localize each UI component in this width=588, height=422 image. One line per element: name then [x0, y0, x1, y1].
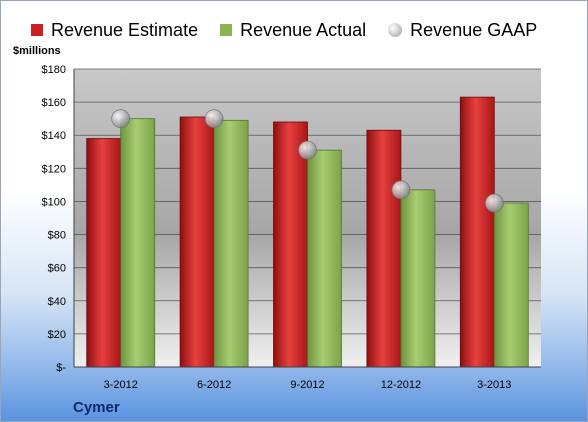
y-tick-label-8: $160 — [42, 97, 66, 109]
x-tick-label-3: 12-2012 — [381, 379, 421, 391]
x-tick-label-1: 6-2012 — [197, 379, 231, 391]
legend-item-gaap: Revenue GAAP — [388, 20, 537, 41]
x-tick-label-0: 3-2012 — [104, 379, 138, 391]
bar-estimate-0 — [86, 138, 122, 368]
y-tick-label-2: $40 — [48, 296, 66, 308]
gaap-marker-1 — [204, 109, 224, 128]
legend-label-actual: Revenue Actual — [240, 19, 367, 40]
y-tick-label-7: $140 — [42, 130, 66, 142]
legend-swatch-estimate — [31, 24, 43, 36]
y-tick-label-1: $20 — [48, 329, 66, 341]
y-tick-label-5: $100 — [42, 196, 66, 208]
company-name: Cymer — [73, 399, 120, 416]
x-tick-label-2: 9-2012 — [290, 379, 324, 391]
y-tick-label-4: $80 — [48, 230, 66, 242]
bar-estimate-4 — [459, 96, 495, 368]
bar-actual-2 — [307, 149, 342, 368]
y-tick-label-6: $120 — [42, 163, 66, 175]
y-tick-label-0: $- — [56, 362, 66, 374]
bar-actual-0 — [120, 118, 156, 368]
gaap-marker-2 — [298, 140, 317, 160]
bar-estimate-1 — [179, 116, 215, 368]
legend: Revenue Estimate Revenue Actual Revenue … — [31, 15, 559, 45]
bar-estimate-3 — [366, 129, 402, 368]
gaap-marker-3 — [391, 180, 411, 200]
bar-actual-3 — [400, 189, 436, 368]
y-axis-unit-label: $millions — [13, 45, 61, 57]
legend-swatch-gaap — [388, 23, 403, 37]
bar-actual-4 — [493, 202, 529, 368]
legend-item-estimate: Revenue Estimate — [31, 20, 198, 41]
y-tick-label-3: $60 — [48, 263, 66, 275]
bar-estimate-2 — [273, 121, 308, 368]
x-tick-label-4: 3-2013 — [477, 379, 511, 391]
gaap-marker-0 — [111, 109, 130, 128]
bar-actual-1 — [213, 119, 249, 368]
legend-label-gaap: Revenue GAAP — [410, 19, 538, 40]
legend-swatch-actual — [220, 24, 233, 36]
legend-item-actual: Revenue Actual — [220, 20, 366, 41]
legend-label-estimate: Revenue Estimate — [51, 19, 199, 40]
gaap-marker-4 — [484, 193, 504, 213]
y-tick-label-9: $180 — [42, 64, 66, 76]
